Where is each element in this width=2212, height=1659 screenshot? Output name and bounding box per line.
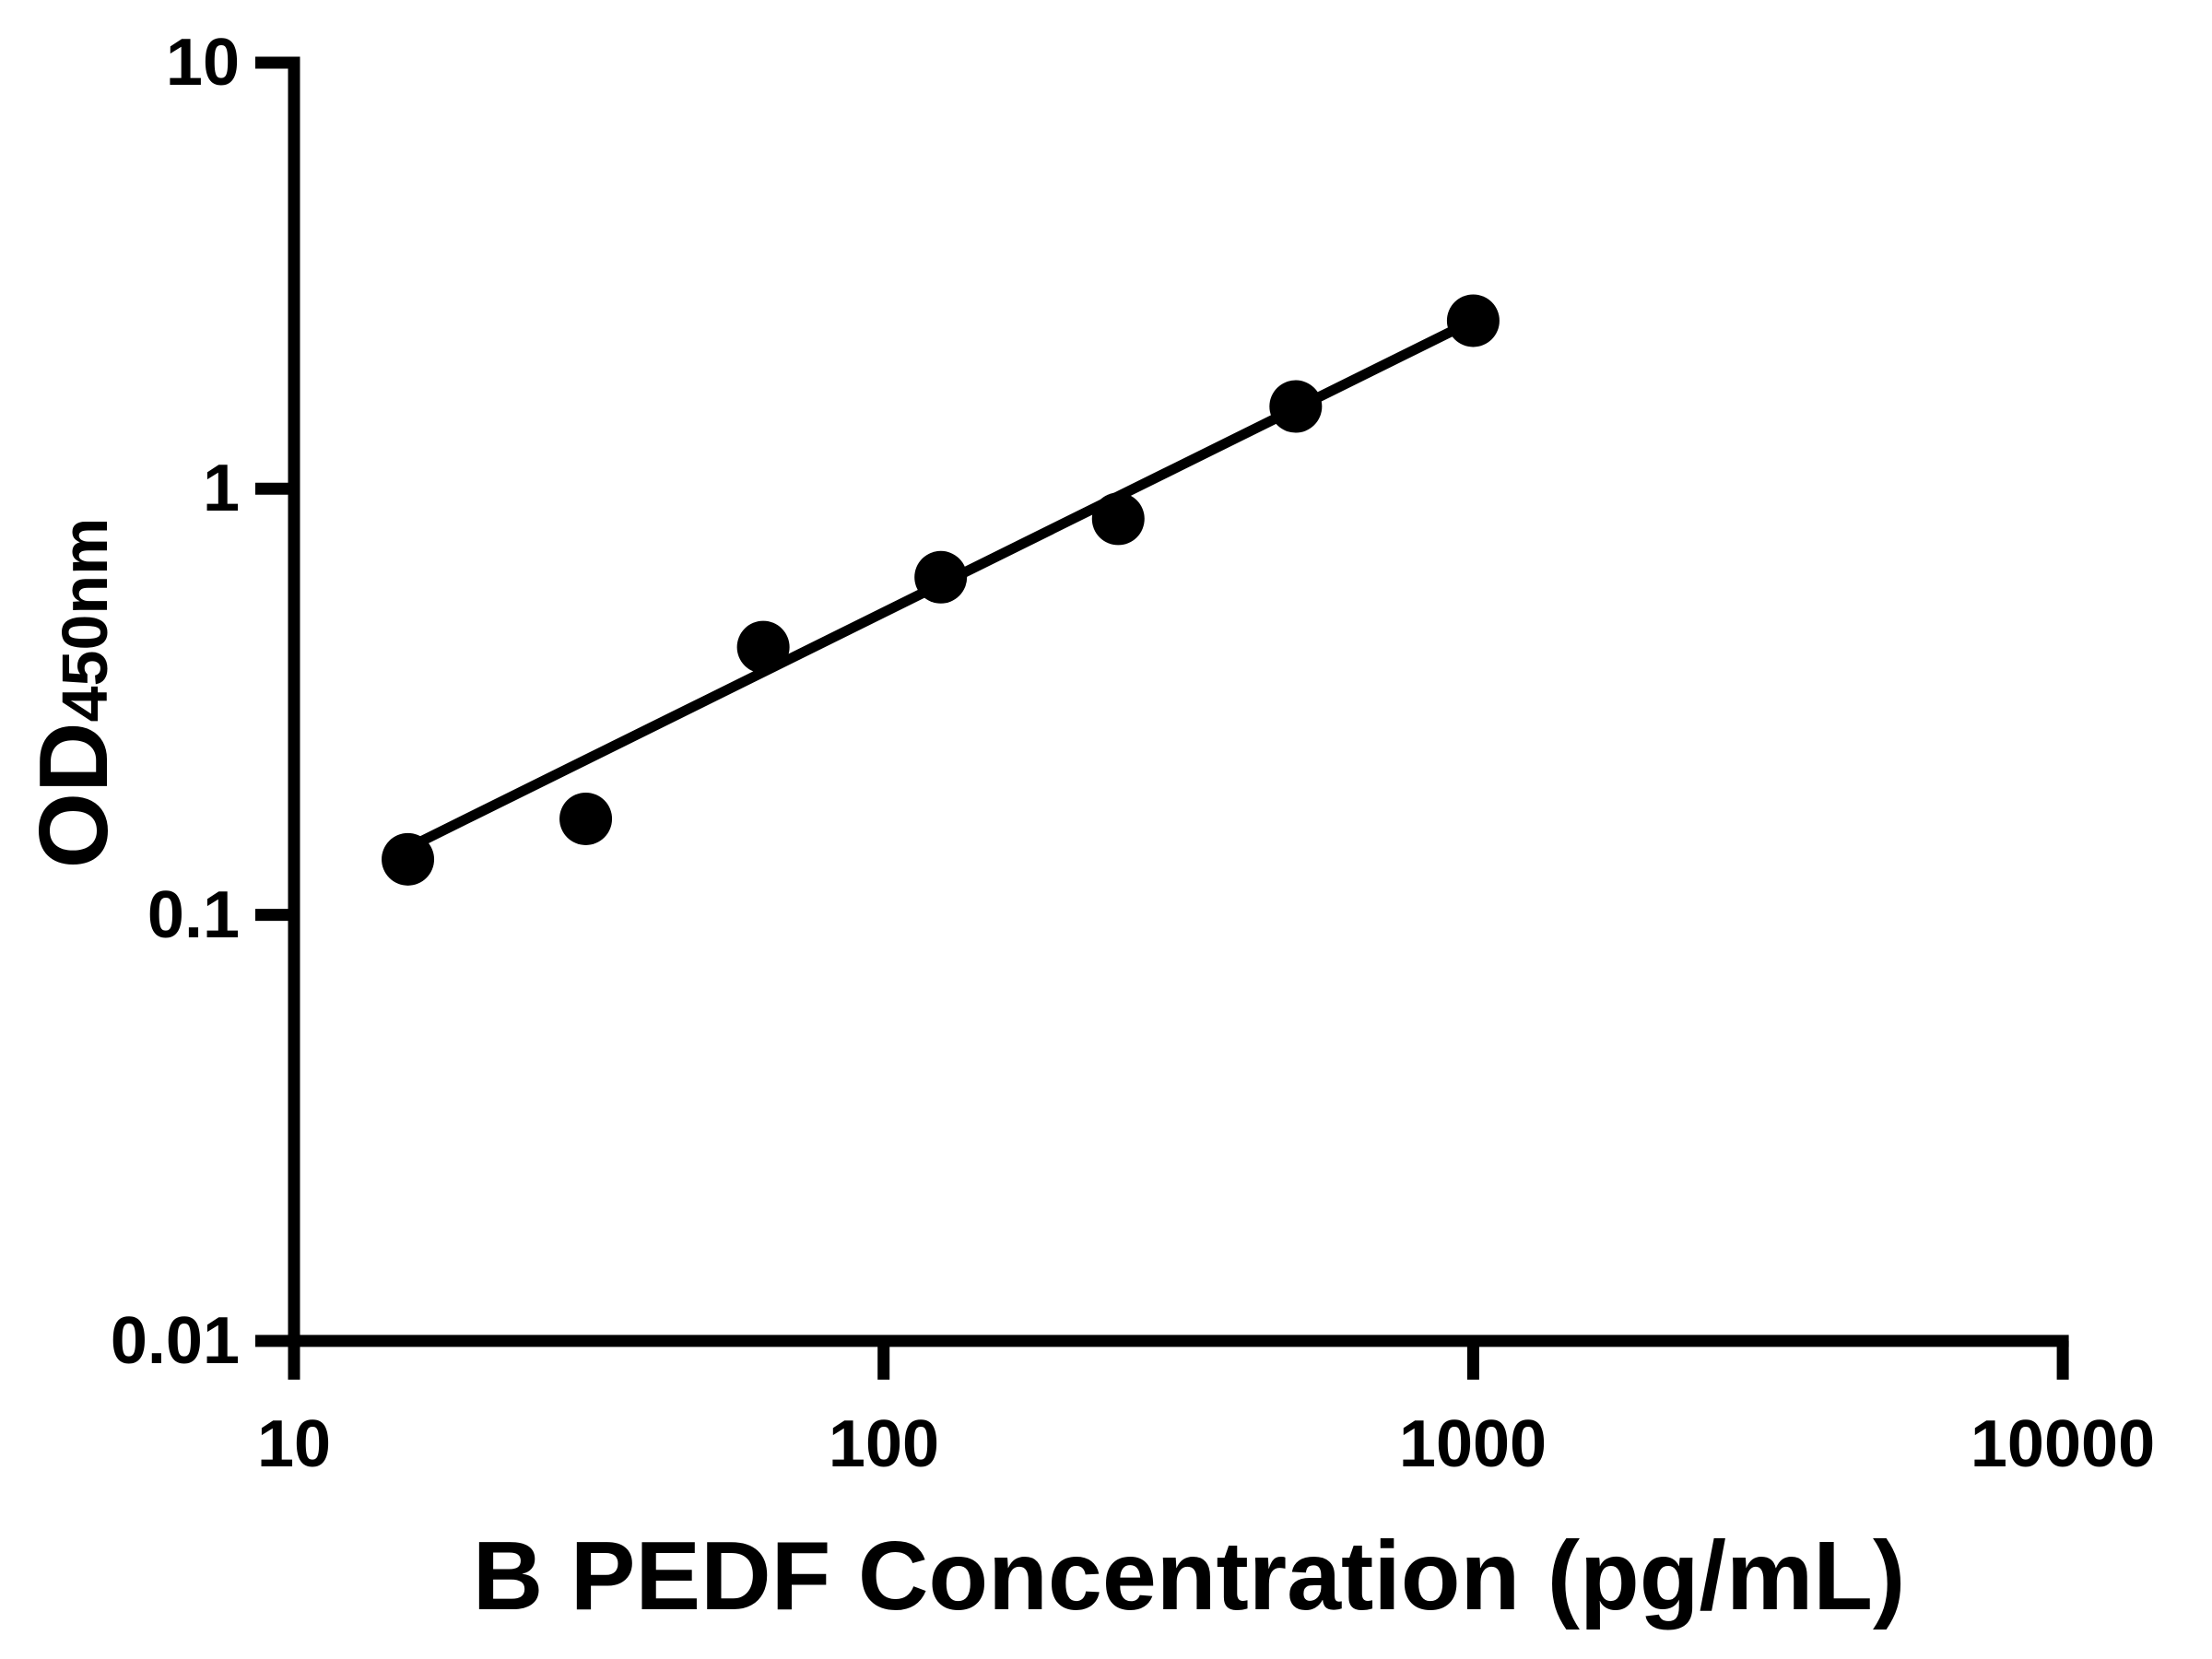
data-point	[914, 550, 968, 604]
x-axis-title: B PEDF Concentration (pg/mL)	[472, 1522, 1906, 1630]
data-point	[736, 620, 790, 674]
x-tick-label: 10	[256, 1407, 332, 1481]
y-tick-label: 0.01	[110, 1304, 240, 1378]
data-point	[559, 792, 613, 845]
data-point	[1269, 380, 1323, 433]
y-tick-label: 10	[165, 26, 240, 100]
data-point	[1091, 492, 1145, 546]
data-point	[382, 832, 435, 886]
data-point	[1446, 294, 1500, 347]
y-tick-label: 1	[202, 452, 240, 525]
y-axis-title: OD450nm	[18, 371, 129, 1016]
y-tick-label: 0.1	[147, 878, 240, 952]
x-tick-label: 100	[828, 1407, 940, 1481]
x-tick-label: 10000	[1970, 1407, 2156, 1481]
y-axis-title-main: OD	[19, 722, 128, 869]
x-tick-label: 1000	[1398, 1407, 1547, 1481]
y-axis-title-sub: 450nm	[49, 517, 121, 723]
